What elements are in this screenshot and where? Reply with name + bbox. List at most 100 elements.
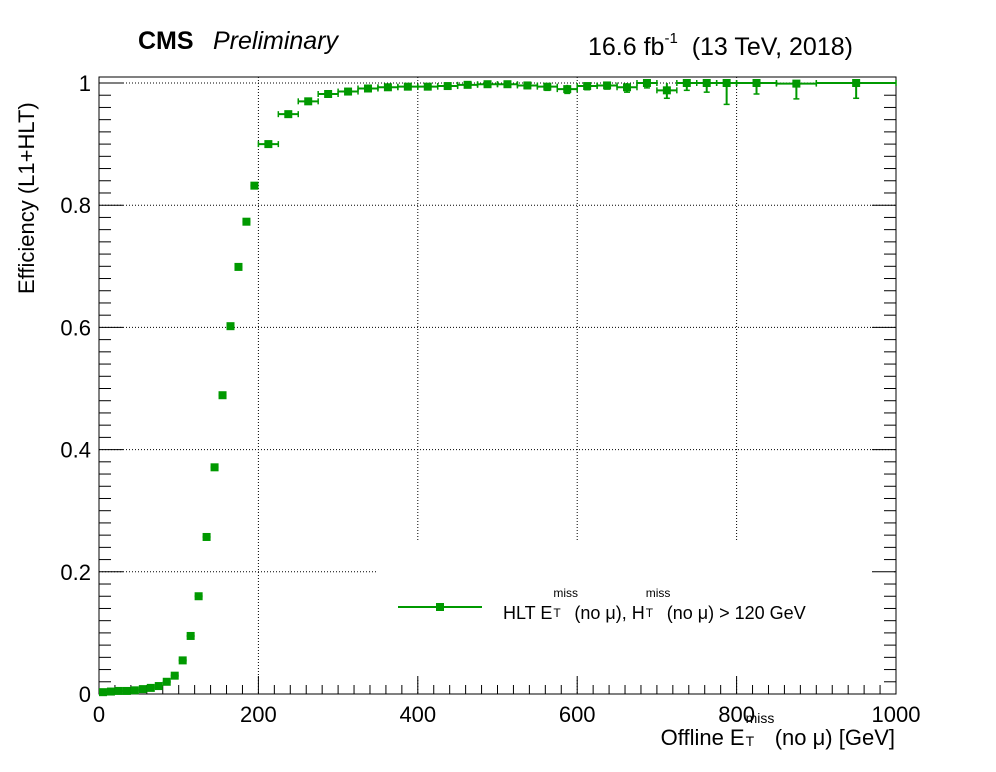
data-point <box>106 687 115 696</box>
legend-text-1: HLT E <box>503 603 553 623</box>
data-point <box>98 688 107 697</box>
marker <box>752 79 761 87</box>
marker <box>463 80 472 89</box>
y-axis-label: Efficiency (L1+HLT) <box>14 102 39 294</box>
data-point <box>616 83 638 93</box>
marker <box>682 79 691 87</box>
marker <box>114 686 123 695</box>
x-tick-label: 0 <box>93 702 105 727</box>
marker <box>218 391 227 400</box>
preliminary-label: Preliminary <box>213 27 339 55</box>
marker <box>702 79 711 87</box>
axis-ticks <box>98 82 897 695</box>
data-point <box>337 87 359 96</box>
marker <box>170 671 179 680</box>
data-point <box>210 463 219 472</box>
data-point <box>556 84 578 95</box>
marker <box>523 81 532 90</box>
data-point <box>250 181 259 190</box>
marker <box>202 532 211 541</box>
marker <box>662 86 671 95</box>
marker <box>642 79 651 87</box>
marker <box>210 463 219 472</box>
marker <box>98 688 107 697</box>
data-series <box>98 79 897 697</box>
marker <box>146 683 155 692</box>
data-point <box>242 217 251 226</box>
x-axis-label-main: Offline E <box>660 725 745 750</box>
y-tick-label: 0 <box>79 682 91 707</box>
x-tick-label: 400 <box>399 702 436 727</box>
marker <box>122 686 131 695</box>
data-point <box>436 82 459 91</box>
tick-labels: 0 200 400 600 800 1000 0 0.2 0.4 0.6 0.8 1 <box>60 71 920 727</box>
x-tick-label: 200 <box>240 702 277 727</box>
marker <box>363 84 372 93</box>
data-point <box>357 84 379 93</box>
legend-marker <box>436 603 444 611</box>
x-axis-label-sup: miss <box>745 710 775 726</box>
marker <box>284 110 293 119</box>
data-point <box>226 322 235 331</box>
marker <box>264 140 273 149</box>
marker <box>403 82 412 91</box>
marker <box>503 80 512 89</box>
marker <box>138 685 147 694</box>
marker <box>583 82 592 91</box>
y-tick-label: 0.2 <box>60 560 91 585</box>
marker <box>242 217 251 226</box>
marker <box>563 85 572 94</box>
marker <box>106 687 115 696</box>
marker <box>186 631 195 640</box>
marker <box>304 97 313 106</box>
y-tick-label: 1 <box>79 71 91 96</box>
data-point <box>162 677 171 686</box>
data-point <box>815 79 897 100</box>
data-point <box>178 656 187 665</box>
data-point <box>146 683 155 692</box>
data-point <box>218 391 227 400</box>
marker <box>194 592 203 601</box>
data-point <box>234 262 243 271</box>
x-axis-label-sub: T <box>745 733 755 749</box>
data-point <box>715 79 738 106</box>
x-axis-label-unit: (no μ) [GeV] <box>768 725 895 750</box>
data-point <box>170 671 179 680</box>
marker <box>792 79 801 88</box>
marker <box>162 677 171 686</box>
marker <box>250 181 259 190</box>
data-point <box>417 82 439 91</box>
luminosity-label: 16.6 fb-1 (13 TeV, 2018) <box>588 31 853 62</box>
marker <box>234 262 243 271</box>
data-point <box>202 532 211 541</box>
marker <box>154 682 163 691</box>
marker <box>603 81 612 90</box>
marker <box>130 686 139 695</box>
data-point <box>377 83 399 92</box>
legend-sup-2: miss <box>645 586 671 600</box>
marker <box>443 82 452 91</box>
cms-label: CMS <box>138 27 194 55</box>
data-point <box>277 110 299 119</box>
data-point <box>114 686 123 695</box>
data-point <box>636 79 658 89</box>
data-point <box>496 80 519 89</box>
marker <box>344 87 353 96</box>
legend-sub-1: T <box>553 606 561 620</box>
x-tick-label: 800 <box>718 702 755 727</box>
y-tick-label: 0.4 <box>60 438 91 463</box>
data-point <box>257 140 280 149</box>
marker <box>423 82 432 91</box>
marker <box>483 80 492 89</box>
x-tick-label: 600 <box>559 702 596 727</box>
marker <box>324 89 333 98</box>
data-point <box>576 82 598 91</box>
marker <box>543 82 552 91</box>
y-tick-label: 0.6 <box>60 315 91 340</box>
legend <box>398 603 482 611</box>
lumi-value: 16.6 fb <box>588 33 665 61</box>
legend-sub-2: T <box>645 606 654 620</box>
data-point <box>676 79 698 92</box>
